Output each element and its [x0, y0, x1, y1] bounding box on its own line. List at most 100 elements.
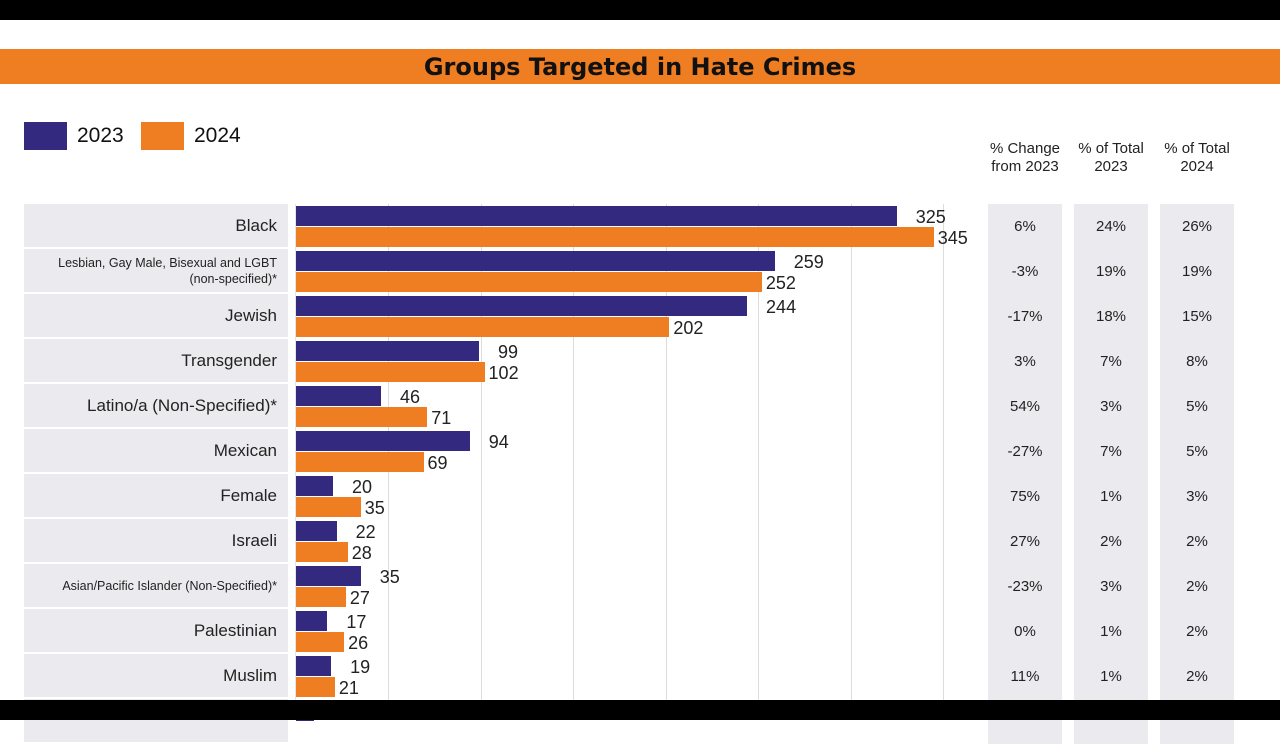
legend-label-2024: 2024	[194, 124, 241, 147]
legend-swatch-2023	[24, 122, 67, 150]
table-cell: 15%	[1160, 294, 1234, 339]
category-label: Female	[24, 474, 288, 517]
data-label-2024: 21	[338, 678, 359, 698]
table-cell: 2%	[1074, 519, 1148, 564]
data-label-2024: 27	[349, 588, 370, 608]
data-label-2023: 94	[488, 432, 509, 452]
category-label: Palestinian	[24, 609, 288, 652]
data-label-2024: 252	[765, 273, 796, 293]
bar-2024	[296, 452, 424, 472]
category-label-text: Palestinian	[193, 620, 277, 640]
bar-2024	[296, 362, 485, 382]
table-cell: 11%	[988, 654, 1062, 699]
table-cell: 3%	[988, 339, 1062, 384]
table-cell: 2%	[1160, 519, 1234, 564]
category-label: Jewish	[24, 294, 288, 337]
category-label: Asian/Pacific Islander (Non-Specified)*	[24, 564, 288, 607]
data-label-2023: 244	[766, 297, 797, 317]
col-header-total-2023: % of Total 2023	[1078, 140, 1144, 175]
table-cell: 1%	[1074, 609, 1148, 654]
table-cell: 19%	[1160, 249, 1234, 294]
bar-2023	[296, 206, 897, 226]
bar-2023	[296, 296, 748, 316]
table-cell: 7%	[1074, 339, 1148, 384]
table-cell: 27%	[988, 519, 1062, 564]
bar-2023	[296, 251, 775, 271]
data-label-2024: 345	[937, 228, 968, 248]
table-cell: 3%	[1074, 564, 1148, 609]
gridline	[665, 204, 667, 700]
col-header-change: % Change from 2023	[989, 140, 1061, 175]
table-cell: 3%	[1160, 474, 1234, 519]
table-cell: 2%	[1160, 609, 1234, 654]
data-label-2023: 259	[793, 252, 824, 272]
category-label: Mexican	[24, 429, 288, 472]
col-header-total-2024: % of Total 2024	[1164, 140, 1230, 175]
table-cell: 75%	[988, 474, 1062, 519]
table-cell: 24%	[1074, 204, 1148, 249]
bar-2024	[296, 542, 348, 562]
table-cell: 26%	[1160, 204, 1234, 249]
category-label-text: Female	[220, 485, 277, 505]
category-label-text: Transgender	[181, 350, 277, 370]
table-cell: 3%	[1074, 384, 1148, 429]
category-label-text: Lesbian, Gay Male, Bisexual and LGBT (non…	[58, 255, 277, 286]
data-label-2023: 17	[346, 612, 367, 632]
bar-2024	[296, 227, 934, 247]
data-label-2023: 20	[351, 477, 372, 497]
table-cell: 8%	[1160, 339, 1234, 384]
axis-line	[295, 204, 296, 700]
gridline	[850, 204, 852, 700]
category-label: Black	[24, 204, 288, 247]
category-label-text: Mexican	[213, 440, 277, 460]
gridline	[943, 204, 944, 700]
category-label-text: Asian/Pacific Islander (Non-Specified)*	[62, 578, 277, 593]
bar-2023	[296, 386, 382, 406]
gridline	[758, 204, 760, 700]
data-label-2024: 26	[348, 633, 369, 653]
bar-2024	[296, 407, 428, 427]
data-label-2023: 325	[915, 207, 946, 227]
table-cell: 2%	[1160, 654, 1234, 699]
table-cell: 54%	[988, 384, 1062, 429]
table-cell: -17%	[988, 294, 1062, 339]
data-label-2023: 46	[400, 387, 421, 407]
bar-2024	[296, 272, 762, 292]
category-label: Israeli	[24, 519, 288, 562]
bottom-letterbox	[0, 700, 1280, 720]
bar-2023	[296, 476, 333, 496]
table-cell: 1%	[1074, 474, 1148, 519]
gridline	[480, 204, 482, 700]
table-cell: 6%	[988, 204, 1062, 249]
table-cell: 18%	[1074, 294, 1148, 339]
bar-2023	[296, 431, 470, 451]
table-cell: -3%	[988, 249, 1062, 294]
top-letterbox	[0, 0, 1280, 20]
table-cell: -23%	[988, 564, 1062, 609]
legend-2023: 2023	[24, 122, 124, 150]
category-label: Transgender	[24, 339, 288, 382]
legend-2024: 2024	[141, 122, 241, 150]
data-label-2024: 69	[427, 453, 448, 473]
legend-label-2023: 2023	[77, 124, 124, 147]
bar-2023	[296, 566, 361, 586]
data-label-2024: 71	[431, 408, 452, 428]
table-cell: 5%	[1160, 429, 1234, 474]
gridline	[573, 204, 575, 700]
category-label-text: Jewish	[225, 305, 277, 325]
category-label: Latino/a (Non-Specified)*	[24, 384, 288, 427]
data-label-2024: 102	[488, 363, 519, 383]
table-cell: 7%	[1074, 429, 1148, 474]
table-cell: 0%	[988, 609, 1062, 654]
data-label-2023: 19	[350, 657, 371, 677]
bar-2023	[296, 341, 479, 361]
data-label-2023: 99	[498, 342, 519, 362]
table-cell: 19%	[1074, 249, 1148, 294]
category-label-text: Muslim	[223, 665, 277, 685]
bar-2023	[296, 656, 332, 676]
category-label-text: Black	[235, 215, 277, 235]
bar-2023	[296, 521, 337, 541]
category-label: Muslim	[24, 654, 288, 697]
data-label-2024: 35	[364, 498, 385, 518]
bar-2024	[296, 587, 346, 607]
